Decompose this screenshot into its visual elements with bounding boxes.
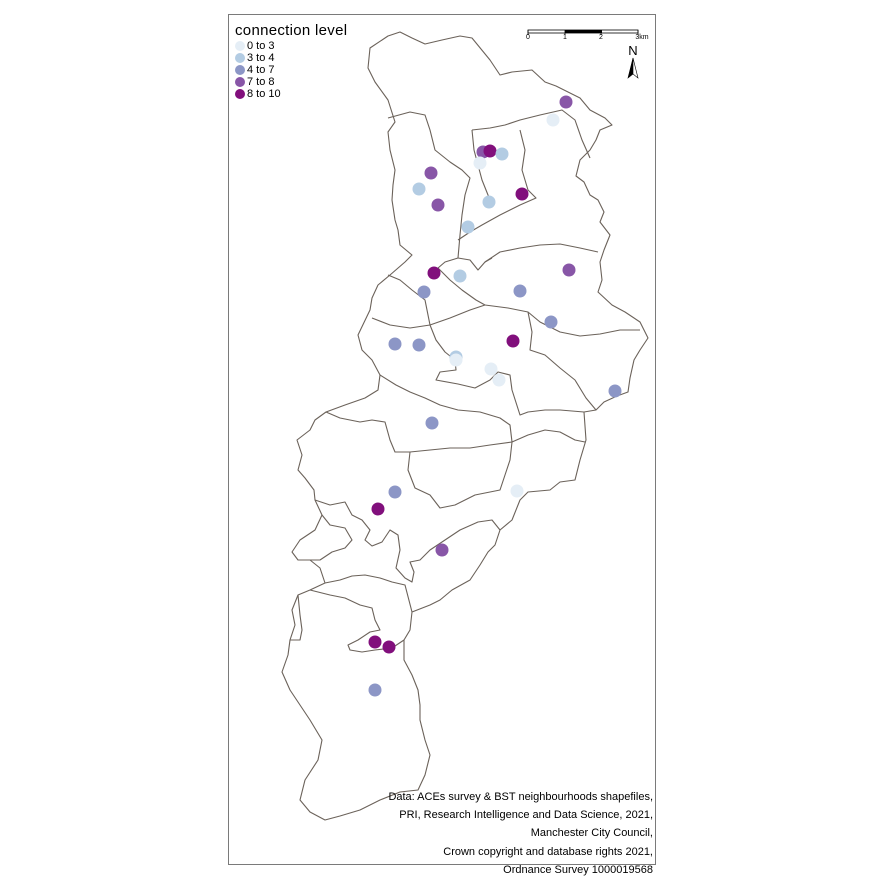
data-point[interactable]	[425, 416, 439, 430]
legend-swatch-icon	[235, 41, 245, 51]
legend-label: 3 to 4	[247, 52, 275, 64]
boundary-line	[407, 441, 513, 509]
credit-line: PRI, Research Intelligence and Data Scie…	[399, 809, 653, 822]
data-point[interactable]	[417, 285, 431, 299]
data-point[interactable]	[431, 198, 445, 212]
data-point[interactable]	[453, 269, 467, 283]
data-point[interactable]	[483, 144, 497, 158]
data-point[interactable]	[515, 187, 529, 201]
data-point[interactable]	[482, 195, 496, 209]
neighbourhood-boundaries	[281, 31, 649, 821]
north-label: N	[628, 43, 637, 58]
data-point[interactable]	[484, 362, 498, 376]
scale-label-3: 3km	[635, 34, 648, 41]
data-point[interactable]	[412, 338, 426, 352]
legend-item: 3 to 4	[235, 52, 347, 64]
legend-item: 8 to 10	[235, 88, 347, 100]
legend-label: 7 to 8	[247, 76, 275, 88]
data-point[interactable]	[412, 182, 426, 196]
scale-bar: 0 1 2 3km	[526, 29, 649, 41]
legend-swatch-icon	[235, 65, 245, 75]
data-point[interactable]	[492, 373, 506, 387]
data-credits: Data: ACEs survey & BST neighbourhoods s…	[388, 788, 653, 879]
data-point[interactable]	[449, 353, 463, 367]
data-point[interactable]	[510, 484, 524, 498]
legend-item: 0 to 3	[235, 40, 347, 52]
data-point[interactable]	[546, 113, 560, 127]
city-outline	[281, 31, 649, 821]
boundary-line	[527, 311, 597, 411]
legend-title: connection level	[235, 22, 348, 39]
credit-line: Crown copyright and database rights 2021…	[443, 845, 653, 858]
boundary-line	[484, 243, 599, 263]
scale-label-0: 0	[526, 34, 530, 41]
legend-swatch-icon	[235, 89, 245, 99]
north-arrow: N	[627, 43, 639, 79]
map-legend: connection level 0 to 3 3 to 4 4 to 7 7 …	[235, 22, 347, 100]
data-point[interactable]	[495, 147, 509, 161]
data-point[interactable]	[562, 263, 576, 277]
data-point[interactable]	[368, 635, 382, 649]
legend-swatch-icon	[235, 53, 245, 63]
data-point[interactable]	[371, 502, 385, 516]
boundary-line	[387, 274, 431, 326]
data-point[interactable]	[388, 337, 402, 351]
scale-label-1: 1	[563, 34, 567, 41]
boundary-line	[325, 411, 586, 453]
scale-label-2: 2	[599, 34, 603, 41]
boundary-line	[324, 574, 413, 613]
data-point[interactable]	[388, 485, 402, 499]
boundary-line	[379, 374, 513, 443]
boundary-line	[437, 257, 486, 306]
credit-line: Manchester City Council,	[530, 827, 653, 840]
data-point[interactable]	[559, 95, 573, 109]
legend-label: 4 to 7	[247, 64, 275, 76]
legend-swatch-icon	[235, 77, 245, 87]
boundary-line	[484, 304, 640, 337]
boundary-line	[314, 499, 501, 583]
data-point[interactable]	[435, 543, 449, 557]
credit-line: Ordnance Survey 1000019568	[503, 863, 653, 876]
credit-line: Data: ACEs survey & BST neighbourhoods s…	[388, 791, 653, 803]
legend-label: 8 to 10	[247, 88, 281, 100]
data-point[interactable]	[473, 156, 487, 170]
legend-label: 0 to 3	[247, 40, 275, 52]
boundary-line	[310, 514, 353, 561]
boundary-line	[457, 129, 537, 241]
data-point[interactable]	[427, 266, 441, 280]
data-point[interactable]	[608, 384, 622, 398]
north-arrow-icon	[627, 57, 634, 79]
boundary-line	[471, 109, 591, 159]
data-point[interactable]	[544, 315, 558, 329]
data-point[interactable]	[506, 334, 520, 348]
survey-points	[368, 95, 622, 697]
data-point[interactable]	[461, 220, 475, 234]
data-point[interactable]	[368, 683, 382, 697]
legend-item: 7 to 8	[235, 76, 347, 88]
data-point[interactable]	[424, 166, 438, 180]
data-point[interactable]	[513, 284, 527, 298]
boundary-line	[290, 594, 303, 641]
boundary-line	[387, 111, 493, 271]
legend-item: 4 to 7	[235, 64, 347, 76]
boundary-line	[309, 589, 405, 653]
data-point[interactable]	[382, 640, 396, 654]
